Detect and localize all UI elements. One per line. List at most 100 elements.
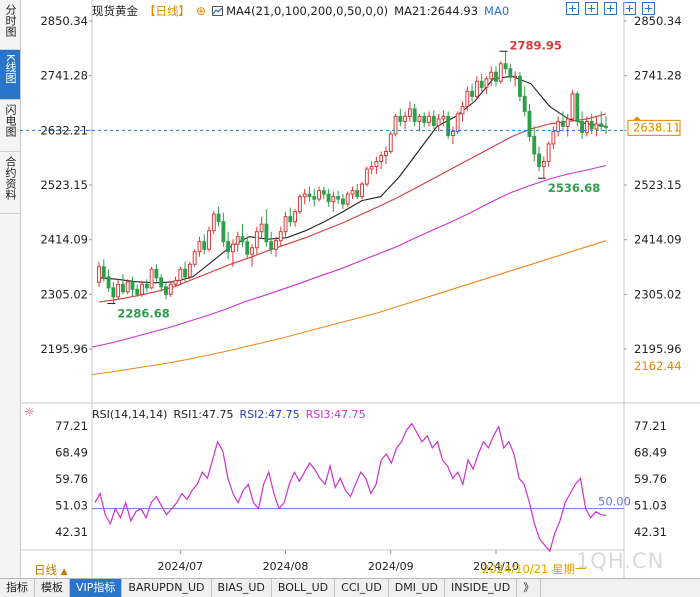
rsi-y-tick-right-3: 51.03 bbox=[634, 499, 667, 513]
tab-timeshare-label: 分时图 bbox=[4, 4, 17, 37]
candle-body-52 bbox=[345, 193, 350, 205]
indicator-tab-7[interactable]: DMI_UD bbox=[389, 579, 446, 597]
candle-body-32 bbox=[250, 247, 254, 255]
candle-body-44 bbox=[307, 193, 312, 198]
candle-body-11 bbox=[149, 268, 154, 289]
period-selector[interactable]: 日线 ▲ bbox=[34, 562, 68, 578]
annotation-label-2: 2286.68 bbox=[117, 307, 169, 321]
candle-body-36 bbox=[269, 241, 274, 250]
rsi1-value: RSI1:47.75 bbox=[173, 408, 234, 421]
period-badge[interactable]: 【日线】 bbox=[144, 4, 190, 18]
candle-body-103 bbox=[589, 120, 594, 130]
rsi-y-tick-left-1: 68.49 bbox=[55, 445, 88, 459]
tab-flash[interactable]: 闪电图 bbox=[0, 100, 20, 152]
zoom-out-icon[interactable] bbox=[585, 2, 598, 15]
candle-body-25 bbox=[216, 213, 221, 223]
candle-body-22 bbox=[202, 241, 207, 250]
y-tick-left-1: 2741.28 bbox=[40, 69, 88, 83]
candle-body-95 bbox=[551, 130, 556, 145]
candle-body-10 bbox=[144, 283, 149, 289]
candle-body-5 bbox=[120, 283, 125, 293]
tab-kline-label: K线图 bbox=[4, 54, 17, 84]
indicator-tab-5[interactable]: BOLL_UD bbox=[272, 579, 336, 597]
candle-body-90 bbox=[527, 110, 532, 137]
candle-body-41 bbox=[293, 211, 298, 223]
candle-body-40 bbox=[288, 216, 293, 223]
candle-body-74 bbox=[451, 130, 455, 136]
triangle-up-icon: ▲ bbox=[60, 567, 68, 577]
candle-body-94 bbox=[546, 143, 551, 163]
candle-body-98 bbox=[565, 118, 570, 127]
ma-chart-icon bbox=[212, 6, 224, 16]
ma-line-2 bbox=[91, 164, 607, 348]
candle-body-29 bbox=[235, 236, 240, 245]
x-tick-2: 2024/09 bbox=[368, 560, 414, 573]
y-tick-left-5: 2305.02 bbox=[40, 287, 88, 301]
candle-body-76 bbox=[460, 105, 465, 115]
candle-body-91 bbox=[532, 135, 537, 155]
y-tick-left-4: 2414.09 bbox=[40, 233, 88, 247]
candle-body-87 bbox=[513, 75, 518, 78]
indicator-tab-bar: 指标 模板 VIP指标 BARUPDN_UD BIAS_UD BOLL_UD CCI_UD D… bbox=[0, 578, 700, 597]
candle-body-105 bbox=[599, 123, 604, 127]
ma-param-label: MA4(21,0,100,200,0,50,0,0) bbox=[226, 4, 389, 18]
rsi-y-tick-right-1: 68.49 bbox=[634, 445, 667, 459]
candle-body-64 bbox=[403, 115, 408, 122]
candle-body-0 bbox=[97, 266, 101, 283]
candle-body-28 bbox=[230, 243, 235, 253]
candle-body-3 bbox=[111, 287, 116, 298]
indicator-tab-2[interactable]: VIP指标 bbox=[70, 579, 123, 597]
ma21-value: MA21:2644.93 bbox=[394, 4, 479, 18]
candle-body-79 bbox=[474, 80, 479, 97]
candle-body-81 bbox=[484, 78, 489, 88]
price-arrow-icon bbox=[633, 116, 641, 121]
tab-timeshare[interactable]: 分时图 bbox=[0, 0, 20, 50]
indicator-tab-0[interactable]: 指标 bbox=[0, 579, 35, 597]
indicator-tab-6[interactable]: CCI_UD bbox=[335, 579, 389, 597]
candle-body-17 bbox=[178, 268, 183, 281]
candle-body-4 bbox=[116, 283, 121, 298]
candle-body-33 bbox=[254, 231, 259, 249]
candle-body-77 bbox=[465, 90, 470, 107]
last-price-box bbox=[627, 119, 681, 136]
orange-ma-value-label: 2162.44 bbox=[634, 359, 682, 373]
candle-body-47 bbox=[321, 190, 326, 195]
candle-body-48 bbox=[326, 193, 331, 203]
rsi-reference-label: 50.00 bbox=[598, 495, 631, 509]
candle-body-43 bbox=[302, 193, 307, 198]
chart-toolbar bbox=[566, 2, 655, 15]
indicator-settings-icon[interactable]: ☼ bbox=[24, 405, 35, 419]
candle-body-16 bbox=[173, 279, 178, 285]
candle-body-75 bbox=[455, 113, 460, 132]
move-left-icon[interactable] bbox=[604, 2, 617, 15]
rsi-y-tick-right-2: 59.76 bbox=[634, 472, 667, 486]
ma-params[interactable]: MA4(21,0,100,200,0,50,0,0) bbox=[212, 4, 388, 18]
chart-header: 现货黄金 【日线】 ⊕ MA4(21,0,100,200,0,50,0,0) M… bbox=[92, 3, 509, 19]
indicator-tab-8[interactable]: INSIDE_UD bbox=[445, 579, 518, 597]
candle-body-8 bbox=[135, 288, 140, 295]
indicator-tab-3[interactable]: BARUPDN_UD bbox=[122, 579, 212, 597]
candle-body-61 bbox=[388, 133, 393, 152]
indicator-tab-4[interactable]: BIAS_UD bbox=[212, 579, 272, 597]
tab-contract-info[interactable]: 合约资料 bbox=[0, 152, 20, 214]
y-tick-right-3: 2523.15 bbox=[634, 178, 682, 192]
annotation-label-1: 2536.68 bbox=[548, 181, 600, 195]
candle-body-101 bbox=[580, 120, 585, 133]
indicator-tab-1[interactable]: 模板 bbox=[35, 579, 70, 597]
candle-body-24 bbox=[211, 213, 216, 232]
candle-body-88 bbox=[517, 75, 522, 97]
instrument-name: 现货黄金 bbox=[92, 4, 138, 18]
settings-icon[interactable]: ⊕ bbox=[196, 4, 207, 18]
zoom-in-icon[interactable] bbox=[566, 2, 579, 15]
reset-view-icon[interactable] bbox=[642, 2, 655, 15]
crosshair-date: 2024/10/21 星期一 bbox=[482, 562, 587, 576]
candle-body-67 bbox=[417, 115, 422, 122]
candle-body-65 bbox=[407, 108, 412, 117]
indicator-header: RSI(14,14,14) RSI1:47.75 RSI2:47.75 RSI3… bbox=[92, 408, 366, 421]
candle-body-20 bbox=[192, 251, 197, 265]
rsi-label[interactable]: RSI(14,14,14) bbox=[92, 408, 168, 421]
more-tabs-button[interactable]: 》 bbox=[517, 579, 542, 597]
tab-kline[interactable]: K线图 bbox=[0, 50, 20, 100]
period-selector-label: 日线 bbox=[34, 563, 57, 577]
